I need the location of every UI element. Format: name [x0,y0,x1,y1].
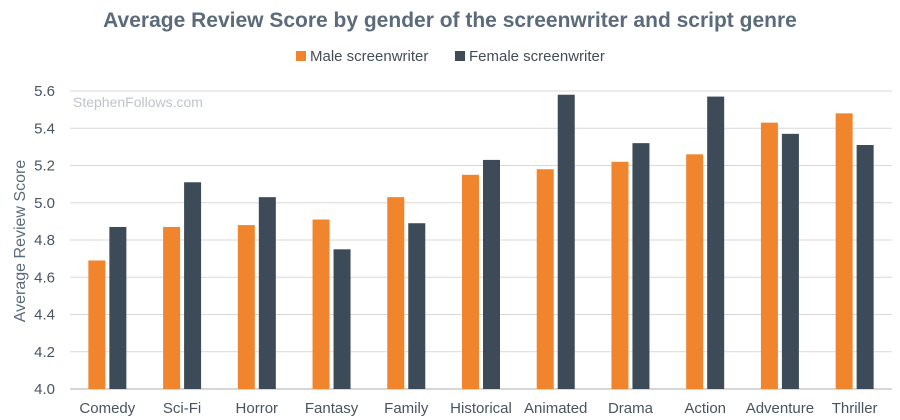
bar-male-adventure [760,122,778,389]
y-axis-ticks: 4.0 4.2 4.4 4.6 4.8 5.0 5.2 5.4 5.6 [34,83,55,398]
y-tick-label: 5.4 [34,120,55,137]
x-tick-label: Adventure [746,400,814,417]
chart-title: Average Review Score by gender of the sc… [103,9,797,32]
bar-male-sci-fi [163,226,181,389]
bars [88,94,874,390]
x-tick-label: Family [384,400,429,417]
y-axis-title: Average Review Score [12,160,29,323]
y-tick-label: 4.2 [34,344,55,361]
legend-swatch-male [296,51,306,61]
bar-female-fantasy [333,249,351,389]
x-tick-label: Animated [524,400,587,417]
y-tick-label: 5.2 [34,158,55,175]
y-tick-label: 4.0 [34,381,55,398]
bar-female-horror [258,197,276,389]
bar-female-animated [557,94,575,389]
x-tick-label: Sci-Fi [163,400,201,417]
x-tick-label: Comedy [79,400,135,417]
bar-male-comedy [88,260,106,389]
legend-label-male: Male screenwriter [310,48,428,65]
bar-female-family [408,223,426,389]
bar-female-historical [483,159,500,389]
x-axis-ticks: Comedy Sci-Fi Horror Fantasy Family Historica… [79,400,877,417]
bar-male-animated [536,169,554,389]
bar-female-sci-fi [184,182,202,389]
bar-female-thriller [856,145,874,389]
legend-label-female: Female screenwriter [469,48,605,65]
gridlines [70,90,892,390]
y-tick-label: 5.0 [34,195,55,212]
y-tick-label: 4.6 [34,269,55,286]
bar-male-drama [611,161,629,389]
watermark: StephenFollows.com [73,94,203,110]
legend: Male screenwriter Female screenwriter [296,48,605,65]
bar-female-drama [632,143,650,389]
bar-female-action [707,96,725,390]
bar-male-fantasy [312,219,330,389]
x-tick-label: Historical [450,400,512,417]
x-tick-label: Horror [236,400,279,417]
bar-male-historical [462,174,479,389]
y-tick-label: 4.8 [34,232,55,249]
y-tick-label: 5.6 [34,83,55,100]
y-tick-label: 4.4 [34,307,55,324]
bar-male-thriller [835,113,853,389]
legend-swatch-female [455,51,465,61]
x-tick-label: Action [684,400,726,417]
bar-male-family [387,197,405,389]
bar-male-horror [237,225,255,389]
x-tick-label: Thriller [832,400,878,417]
bar-female-adventure [781,133,799,389]
x-tick-label: Fantasy [305,400,359,417]
bar-male-action [686,154,704,389]
x-tick-label: Drama [608,400,654,417]
bar-female-comedy [109,226,127,389]
